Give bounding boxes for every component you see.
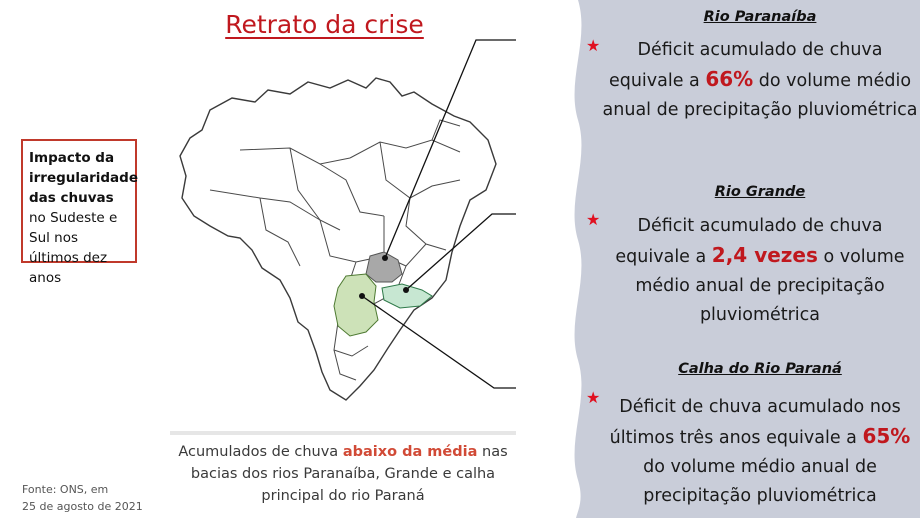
section-text-grande: Déficit acumulado de chuva equivale a 2,… [615,216,905,325]
page-title: Retrato da crise [225,10,424,39]
section-text-calha: Déficit de chuva acumulado nos últimos t… [609,397,911,506]
source-line-1: Fonte: ONS, em [22,483,109,496]
caption-highlight: abaixo da média [342,444,478,460]
leader-dot-grande [403,287,409,293]
info-panel-background [574,0,920,518]
star-icon: ★ [586,390,601,407]
leader-dot-paranaiba [382,255,388,261]
impact-note-rest: no Sudeste e Sul nos últimos dez anos [29,210,118,286]
section-title-paranaiba: Rio Paranaíba [703,9,817,25]
caption-pre: Acumulados de chuva [178,444,343,460]
source-line-2: 25 de agosto de 2021 [22,500,143,513]
value-grande: 2,4 vezes [711,243,818,267]
source-note: Fonte: ONS, em 25 de agosto de 2021 [22,481,143,515]
brazil-basins-map [179,39,516,401]
value-calha: 65% [862,424,911,448]
leader-grande [405,213,516,291]
impact-note: Impacto da irregularidade das chuvas no … [21,139,138,286]
map-caption: Acumulados de chuva abaixo da média nas … [170,431,516,507]
section-title-grande: Rio Grande [714,184,806,200]
star-icon: ★ [586,38,601,55]
leader-parana [361,295,516,389]
caption-post: nas bacias dos rios Paranaíba, Grande e … [190,444,508,504]
star-icon: ★ [586,212,601,229]
parana-basin [333,273,379,337]
leader-dot-parana [359,293,365,299]
info-panel [568,0,920,518]
brazil-outline [179,77,497,401]
impact-note-bold: Impacto da irregularidade das chuvas [29,150,138,206]
section-text-paranaiba: Déficit acumulado de chuva equivale a 66… [602,40,918,120]
section-title-calha: Calha do Rio Paraná [678,361,842,377]
grande-basin [381,283,433,309]
value-paranaiba: 66% [705,67,754,91]
leader-paranaiba [384,39,516,259]
